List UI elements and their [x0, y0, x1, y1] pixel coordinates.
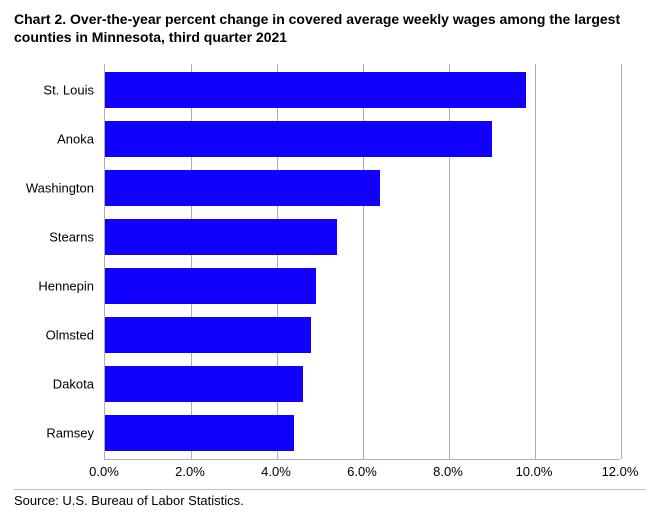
- y-tick-label: Olmsted: [0, 328, 94, 343]
- x-tick-label: 2.0%: [175, 464, 205, 479]
- bars-layer: [105, 64, 620, 459]
- data-bar: [105, 170, 380, 206]
- data-bar: [105, 415, 294, 451]
- x-tick-label: 8.0%: [433, 464, 463, 479]
- source-note: Source: U.S. Bureau of Labor Statistics.: [14, 489, 646, 508]
- data-bar: [105, 72, 526, 108]
- data-bar: [105, 268, 316, 304]
- y-tick-label: Hennepin: [0, 279, 94, 294]
- x-tick-label: 4.0%: [261, 464, 291, 479]
- data-bar: [105, 317, 311, 353]
- plot-area: [104, 64, 620, 460]
- x-tick-label: 6.0%: [347, 464, 377, 479]
- y-axis-labels: St. Louis Anoka Washington Stearns Hennepin O…: [0, 64, 100, 460]
- y-tick-label: Dakota: [0, 377, 94, 392]
- data-bar: [105, 219, 337, 255]
- y-tick-label: Stearns: [0, 230, 94, 245]
- data-bar: [105, 121, 492, 157]
- y-tick-label: Anoka: [0, 132, 94, 147]
- chart-title: Chart 2. Over-the-year percent change in…: [0, 0, 660, 50]
- x-tick-label: 10.0%: [516, 464, 553, 479]
- y-tick-label: Washington: [0, 181, 94, 196]
- y-tick-label: St. Louis: [0, 83, 94, 98]
- data-bar: [105, 366, 303, 402]
- x-tick-label: 12.0%: [602, 464, 639, 479]
- x-axis-labels: 0.0%2.0%4.0%6.0%8.0%10.0%12.0%: [104, 464, 620, 484]
- y-tick-label: Ramsey: [0, 426, 94, 441]
- gridline: [621, 64, 622, 459]
- x-tick-label: 0.0%: [89, 464, 119, 479]
